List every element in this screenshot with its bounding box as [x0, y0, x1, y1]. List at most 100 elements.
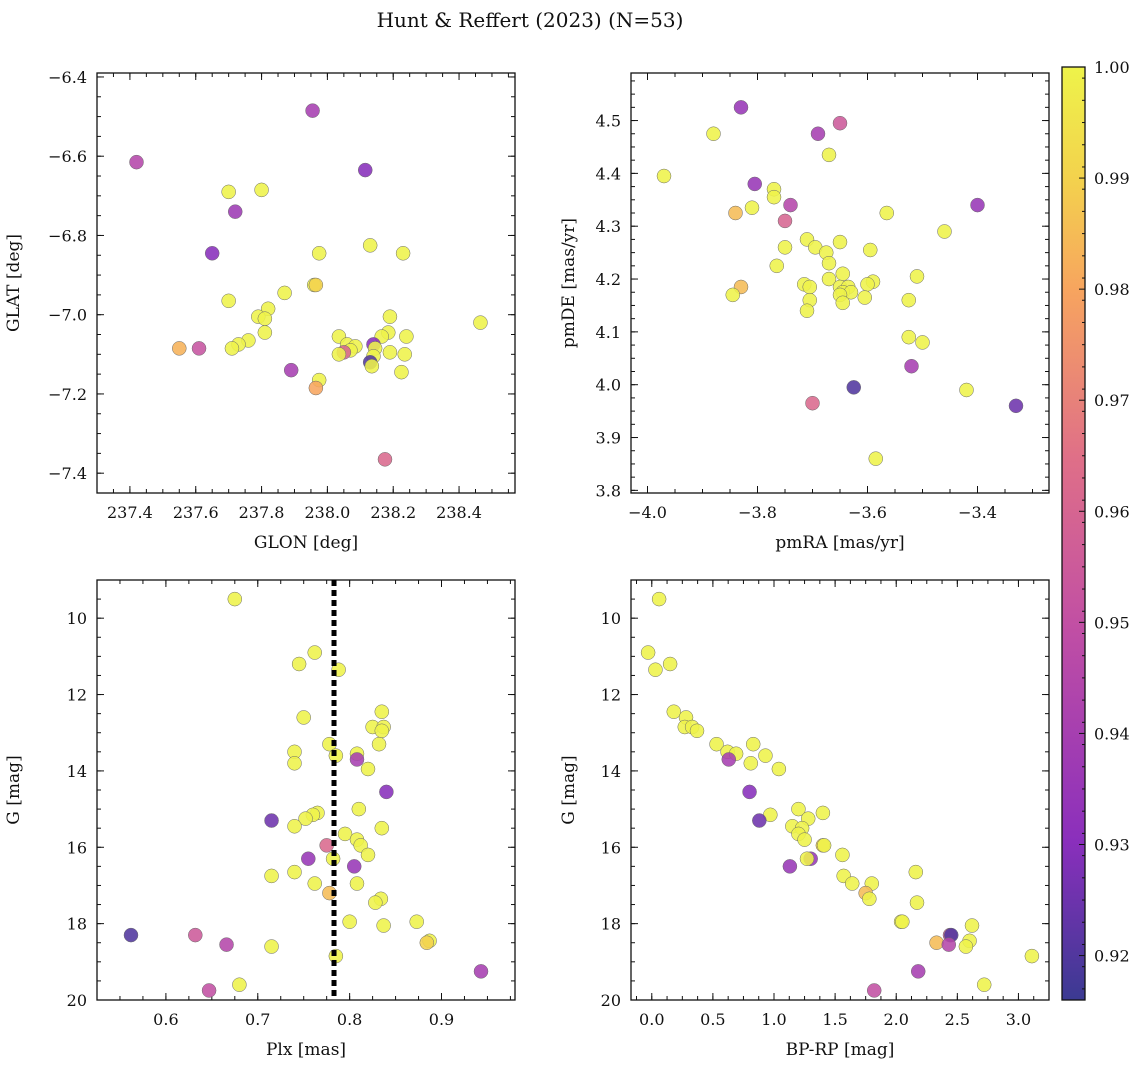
scatter-point	[283, 362, 299, 378]
scatter-point	[743, 756, 759, 771]
scatter-point	[311, 246, 327, 261]
scatter-point	[857, 290, 872, 305]
scatter-point	[257, 325, 273, 340]
scatter-point	[666, 704, 682, 719]
scatter-point	[287, 819, 302, 834]
scatter-point	[382, 309, 398, 324]
scatter-point	[863, 242, 878, 258]
scatter-point	[201, 983, 217, 998]
scatter-point	[662, 656, 678, 672]
scatter-point	[346, 859, 362, 874]
scatter-point	[307, 876, 322, 891]
scatter-point	[959, 382, 974, 398]
colorbar-tick-label: 0.93	[1094, 836, 1130, 855]
scatter-point	[844, 876, 860, 891]
x-tick-label: 237.8	[239, 503, 285, 522]
scatter-point	[908, 864, 924, 880]
scatter-points	[129, 103, 488, 467]
scatter-point	[379, 784, 394, 800]
scatter-point	[745, 736, 761, 752]
x-tick-label: 3.0	[1006, 1010, 1031, 1029]
scatter-point	[377, 452, 393, 467]
y-tick-label: 16	[601, 838, 621, 857]
x-tick-label: 238.0	[304, 503, 350, 522]
axes-frame	[96, 72, 516, 494]
colorbar: 0.92 0.93 0.94 0.95 0.96 0.97 0.98 0.99 1.00	[1061, 58, 1130, 1001]
x-tick-label: 237.6	[173, 503, 219, 522]
scatter-point	[835, 847, 850, 863]
y-tick-label: 12	[601, 686, 621, 705]
scatter-point	[941, 937, 957, 952]
scatter-point	[305, 103, 320, 118]
scatter-point	[123, 927, 139, 943]
x-tick-label: 2.5	[945, 1010, 970, 1029]
y-tick-label: 16	[67, 838, 87, 857]
scatter-point	[747, 176, 762, 192]
y-tick-label: 4.2	[596, 270, 621, 289]
colorbar-tick-label: 0.94	[1094, 724, 1130, 743]
scatter-point	[901, 329, 916, 345]
scatter-point	[769, 258, 784, 274]
scatter-point	[264, 813, 279, 828]
scatter-point	[308, 380, 324, 396]
panel-pm: −4.0 −3.8 −3.6 −3.4 3.8 3.9 4.0 4.1 4.2 4.3 4.4 4.5…	[559, 72, 1050, 553]
scatter-point	[395, 246, 411, 261]
scatter-point	[374, 704, 390, 719]
y-axis-label: pmDE [mas/yr]	[559, 218, 579, 348]
scatter-point	[357, 162, 373, 178]
scatter-point	[964, 918, 980, 933]
scatter-point	[821, 255, 837, 271]
scatter-points	[656, 100, 1024, 466]
scatter-point	[821, 271, 837, 287]
scatter-point	[895, 914, 910, 929]
scatter-point	[846, 380, 861, 395]
scatter-point	[371, 736, 387, 752]
colorbar-frame	[1061, 66, 1086, 1001]
scatter-point	[901, 292, 916, 308]
scatter-point	[835, 295, 850, 311]
y-axis-label: G [mag]	[4, 755, 24, 824]
scatter-point	[307, 645, 322, 660]
scatter-point	[394, 364, 409, 380]
y-tick-label: 20	[67, 991, 87, 1010]
y-tick-label: −7.2	[48, 385, 87, 404]
scatter-point	[742, 784, 757, 800]
panel-cmd: 0.0 0.5 1.0 1.5 2.0 2.5 3.0 10 12 14 16 18 20 BP-RP […	[559, 579, 1050, 1060]
scatter-point	[728, 205, 743, 221]
scatter-points	[640, 591, 1040, 998]
y-tick-label: 14	[67, 762, 87, 781]
y-tick-label: −6.6	[48, 147, 87, 166]
colorbar-tick-label: 0.96	[1094, 502, 1130, 521]
scatter-point	[1008, 398, 1024, 414]
scatter-point	[382, 345, 398, 360]
x-axis-label: Plx [mas]	[266, 1040, 346, 1060]
y-tick-label: 3.8	[596, 481, 621, 500]
scatter-point	[473, 315, 488, 330]
scatter-point	[937, 224, 952, 239]
scatter-point	[224, 341, 240, 356]
scatter-point	[227, 204, 243, 219]
x-tick-label: 0.6	[153, 1010, 178, 1029]
y-axis-label: G [mag]	[559, 755, 579, 824]
scatter-point	[970, 197, 985, 213]
scatter-point	[349, 752, 365, 767]
scatter-point	[331, 347, 347, 362]
scatter-point	[909, 269, 925, 284]
scatter-point	[782, 859, 798, 874]
scatter-point	[219, 937, 234, 952]
scatter-point	[364, 358, 380, 374]
y-tick-label: 4.0	[596, 376, 621, 395]
scatter-point	[651, 591, 667, 607]
scatter-point	[821, 147, 837, 163]
scatter-point	[349, 876, 365, 891]
x-tick-label: 0.7	[245, 1010, 270, 1029]
scatter-point	[791, 801, 806, 817]
scatter-point	[473, 964, 489, 979]
scatter-point	[409, 914, 424, 929]
colorbar-tick-label: 0.99	[1094, 169, 1130, 188]
scatter-point	[725, 287, 740, 303]
x-tick-label: 0.8	[337, 1010, 362, 1029]
x-tick-label: 0.0	[639, 1010, 664, 1029]
scatter-point	[227, 591, 243, 607]
